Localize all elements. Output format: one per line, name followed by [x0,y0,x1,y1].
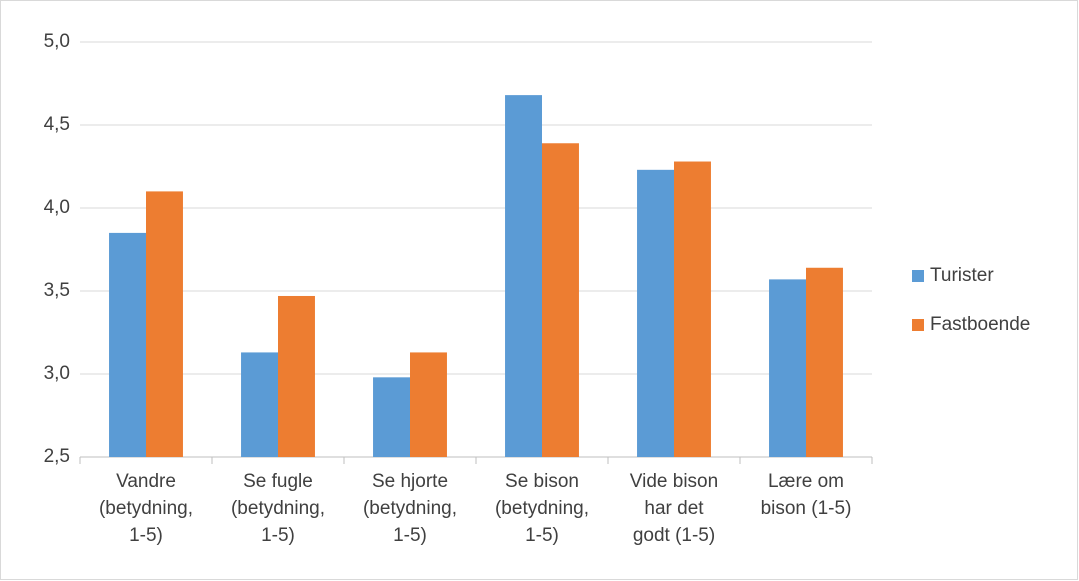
y-tick-label: 3,0 [44,363,70,384]
x-tick-label: Vide bison har det godt (1-5) [629,471,719,546]
bar [637,169,674,457]
legend-swatch [912,319,924,331]
y-tick-label: 5,0 [44,31,70,52]
y-tick-label: 3,5 [44,280,70,301]
x-tick-label: Lære om bison (1-5) [760,471,852,519]
y-tick-label: 4,5 [44,114,70,135]
bar [146,191,183,457]
bar [373,377,410,457]
bar [806,267,843,457]
y-tick-label: 2,5 [44,446,70,467]
legend-label: Fastboende [930,314,1030,335]
x-tick-label: Vandre (betydning, 1-5) [98,471,193,546]
bar [278,295,315,457]
x-tick-label: Se fugle (betydning, 1-5) [230,471,325,546]
bar [769,279,806,457]
x-tick-label: Se hjorte (betydning, 1-5) [362,471,457,546]
x-tick-label: Se bison (betydning, 1-5) [494,471,589,546]
bar [109,232,146,457]
legend-swatch [912,270,924,282]
bar [241,352,278,457]
bar [674,161,711,457]
bar [505,95,542,458]
bar [410,352,447,457]
bar [542,143,579,457]
legend-label: Turister [930,265,994,286]
y-tick-label: 4,0 [44,197,70,218]
